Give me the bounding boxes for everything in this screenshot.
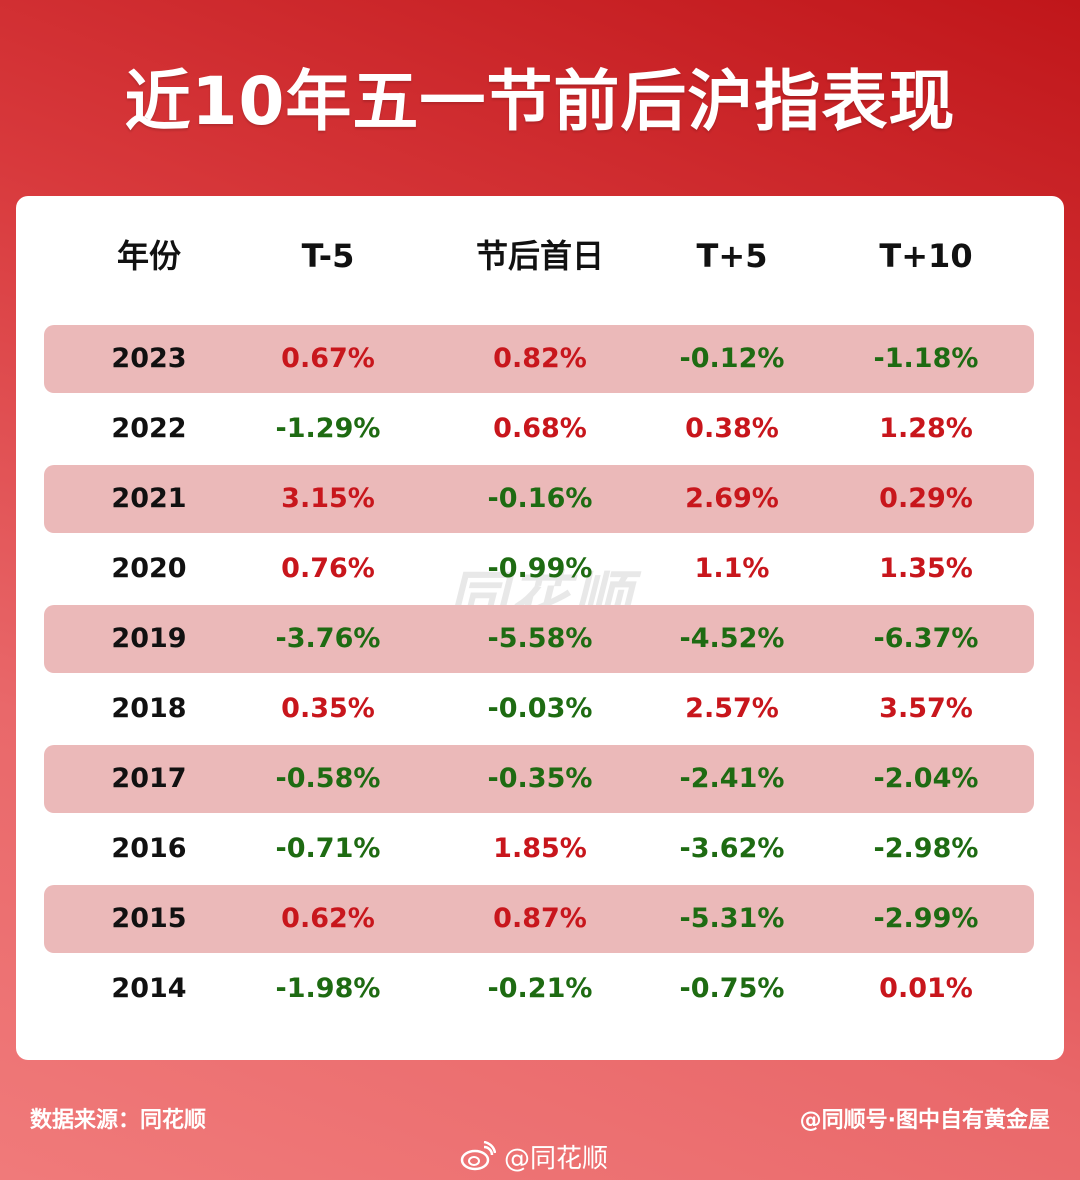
data-source: 数据来源：同花顺	[30, 1108, 207, 1133]
cell-t-plus-5: -0.12%	[679, 343, 785, 374]
cell-t-minus-5: 3.15%	[281, 483, 375, 514]
cell-t-minus-5: -1.98%	[275, 973, 381, 1004]
cell-first-day: 0.82%	[493, 343, 587, 374]
cell-t-plus-5: -5.31%	[679, 903, 785, 934]
cell-first-day: -0.03%	[487, 693, 593, 724]
table-row: 2017 -0.58% -0.35% -2.41% -2.04%	[44, 745, 1034, 813]
cell-t-plus-5: 0.38%	[685, 413, 779, 444]
table-row: 2021 3.15% -0.16% 2.69% 0.29%	[44, 465, 1034, 533]
cell-t-plus-5: 1.1%	[694, 553, 770, 584]
cell-t-plus-5: -3.62%	[679, 833, 785, 864]
cell-t-plus-10: 3.57%	[879, 693, 973, 724]
cell-t-minus-5: 0.62%	[281, 903, 375, 934]
header-t-plus-10: T+10	[879, 237, 973, 275]
cell-t-plus-5: 2.57%	[685, 693, 779, 724]
cell-t-plus-10: -6.37%	[873, 623, 979, 654]
cell-t-plus-5: -0.75%	[679, 973, 785, 1004]
weibo-watermark: @同花顺	[460, 1138, 608, 1174]
cell-year: 2016	[111, 833, 187, 864]
table-row: 2022 -1.29% 0.68% 0.38% 1.28%	[44, 395, 1034, 463]
cell-t-plus-10: -2.98%	[873, 833, 979, 864]
cell-t-minus-5: 0.67%	[281, 343, 375, 374]
cell-first-day: 0.68%	[493, 413, 587, 444]
table-row: 2016 -0.71% 1.85% -3.62% -2.98%	[44, 815, 1034, 883]
cell-year: 2022	[111, 413, 187, 444]
table-row: 2019 -3.76% -5.58% -4.52% -6.37%	[44, 605, 1034, 673]
cell-t-minus-5: 0.76%	[281, 553, 375, 584]
cell-first-day: 1.85%	[493, 833, 587, 864]
cell-t-plus-5: -2.41%	[679, 763, 785, 794]
cell-t-minus-5: 0.35%	[281, 693, 375, 724]
cell-first-day: -5.58%	[487, 623, 593, 654]
cell-t-plus-10: 1.28%	[879, 413, 973, 444]
cell-year: 2017	[111, 763, 187, 794]
cell-t-plus-5: 2.69%	[685, 483, 779, 514]
cell-t-minus-5: -3.76%	[275, 623, 381, 654]
table-row: 2023 0.67% 0.82% -0.12% -1.18%	[44, 325, 1034, 393]
cell-t-plus-10: 1.35%	[879, 553, 973, 584]
header-t-plus-5: T+5	[696, 237, 768, 275]
cell-first-day: 0.87%	[493, 903, 587, 934]
header-year: 年份	[116, 237, 181, 275]
table-row: 2020 0.76% -0.99% 1.1% 1.35%	[44, 535, 1034, 603]
cell-t-plus-5: -4.52%	[679, 623, 785, 654]
cell-t-minus-5: -0.58%	[275, 763, 381, 794]
cell-year: 2015	[111, 903, 187, 934]
table-row: 2018 0.35% -0.03% 2.57% 3.57%	[44, 675, 1034, 743]
cell-t-minus-5: -0.71%	[275, 833, 381, 864]
cell-year: 2020	[111, 553, 187, 584]
table-header: 年份 T-5 节后首日 T+5 T+10	[0, 224, 1080, 288]
cell-year: 2023	[111, 343, 187, 374]
page-title: 近10年五一节前后沪指表现	[124, 63, 956, 140]
cell-first-day: -0.35%	[487, 763, 593, 794]
weibo-handle: @同花顺	[504, 1143, 609, 1174]
header-first-day: 节后首日	[475, 237, 604, 275]
cell-first-day: -0.21%	[487, 973, 593, 1004]
cell-t-plus-10: -2.99%	[873, 903, 979, 934]
cell-t-plus-10: -1.18%	[873, 343, 979, 374]
weibo-icon	[460, 1140, 497, 1171]
cell-t-minus-5: -1.29%	[275, 413, 381, 444]
credit-text: @同顺号·图中自有黄金屋	[799, 1108, 1050, 1133]
cell-t-plus-10: -2.04%	[873, 763, 979, 794]
cell-year: 2019	[111, 623, 187, 654]
cell-year: 2014	[111, 973, 187, 1004]
table-row: 2015 0.62% 0.87% -5.31% -2.99%	[44, 885, 1034, 953]
cell-t-plus-10: 0.01%	[879, 973, 973, 1004]
cell-t-plus-10: 0.29%	[879, 483, 973, 514]
table-row: 2014 -1.98% -0.21% -0.75% 0.01%	[44, 955, 1034, 1023]
cell-first-day: -0.16%	[487, 483, 593, 514]
header-t-minus-5: T-5	[301, 237, 355, 275]
cell-year: 2018	[111, 693, 187, 724]
cell-first-day: -0.99%	[487, 553, 593, 584]
cell-year: 2021	[111, 483, 187, 514]
